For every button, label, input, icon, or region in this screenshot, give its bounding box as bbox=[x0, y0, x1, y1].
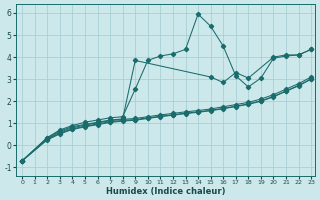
X-axis label: Humidex (Indice chaleur): Humidex (Indice chaleur) bbox=[106, 187, 225, 196]
